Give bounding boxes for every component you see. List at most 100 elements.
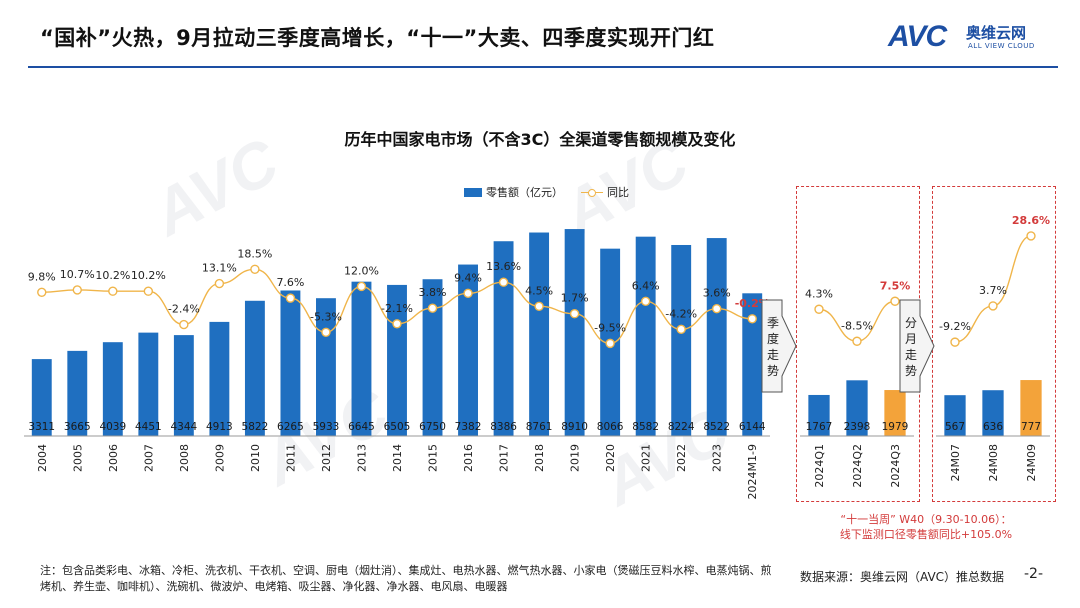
bar-value-label: 8522 bbox=[703, 421, 730, 433]
chart-bar bbox=[742, 293, 763, 436]
bar-value-label: 2398 bbox=[844, 421, 871, 433]
yoy-point bbox=[712, 304, 722, 314]
bar-value-label: 7382 bbox=[455, 421, 482, 433]
chart-bar bbox=[982, 390, 1004, 436]
yoy-point bbox=[72, 285, 82, 295]
yoy-label: 28.6% bbox=[1012, 214, 1050, 227]
legend-line-swatch bbox=[581, 188, 603, 197]
yoy-label: -0.2% bbox=[735, 297, 770, 310]
category-label: 24M08 bbox=[987, 444, 1000, 482]
chart-bar bbox=[458, 264, 478, 436]
holiday-note-line2: 线下监测口径零售额同比+105.0% bbox=[839, 528, 1013, 541]
bar-value-label: 567 bbox=[945, 421, 965, 433]
yoy-label: 10.2% bbox=[131, 269, 166, 282]
quarter-chart: 1767 2024Q1 2398 2024Q2 1979 2024Q3 4.3% -8.5% 7… bbox=[800, 279, 914, 488]
category-label: 2024Q3 bbox=[889, 444, 902, 488]
legend-bar-label: 零售额（亿元） bbox=[486, 186, 563, 199]
month-trend-arrow-shape bbox=[899, 299, 935, 393]
yoy-label: -9.2% bbox=[939, 320, 971, 333]
category-label: 2011 bbox=[284, 444, 297, 472]
yoy-point bbox=[356, 281, 367, 292]
chart-bar bbox=[102, 342, 123, 436]
month-trend-arrow-text: 势 bbox=[905, 364, 917, 378]
category-label: 2014 bbox=[391, 444, 404, 472]
yoy-point bbox=[463, 288, 473, 299]
yoy-label: 6.4% bbox=[632, 279, 660, 292]
bar-value-label: 3311 bbox=[28, 421, 55, 433]
chart-bar bbox=[706, 238, 727, 436]
category-label: 2008 bbox=[178, 444, 191, 472]
category-label: 2007 bbox=[142, 444, 155, 472]
chart-bar bbox=[846, 380, 868, 436]
category-label: 2015 bbox=[427, 444, 440, 472]
month-trend-arrow-text: 走 bbox=[905, 348, 917, 362]
quarter-trend-arrow-shape bbox=[761, 299, 797, 393]
bar-value-label: 8386 bbox=[490, 421, 517, 433]
quarter-trend-arrow-text: 走 bbox=[767, 348, 779, 362]
quarter-trend-arrow-text: 度 bbox=[767, 331, 779, 346]
yoy-point bbox=[1026, 231, 1036, 241]
yoy-point bbox=[890, 296, 900, 306]
chart-bar bbox=[635, 236, 656, 436]
month-chart: 567 24M07 636 24M08 777 24M09 -9.2% 3.7% 28.6% bbox=[936, 214, 1050, 482]
yoy-label: -2.4% bbox=[168, 303, 200, 316]
yoy-label: 9.4% bbox=[454, 271, 482, 284]
bar-value-label: 6645 bbox=[348, 421, 375, 433]
yoy-point bbox=[498, 277, 509, 287]
yoy-line bbox=[41, 268, 753, 345]
yoy-label: 13.6% bbox=[486, 260, 521, 273]
yoy-label: 3.7% bbox=[979, 284, 1007, 297]
chart-bar bbox=[808, 394, 830, 436]
yoy-point bbox=[747, 314, 757, 324]
bar-value-label: 8761 bbox=[526, 421, 553, 433]
bar-value-label: 6750 bbox=[419, 421, 446, 433]
logo-cn-text: 奥维云网 bbox=[966, 24, 1027, 42]
legend-line-label: 同比 bbox=[607, 186, 629, 199]
bar-value-label: 4913 bbox=[206, 421, 233, 433]
category-label: 24M09 bbox=[1025, 444, 1038, 482]
bar-value-label: 3665 bbox=[64, 421, 91, 433]
category-label: 2018 bbox=[533, 444, 546, 472]
yoy-label: 13.1% bbox=[202, 262, 237, 275]
yoy-point bbox=[852, 336, 862, 346]
bar-value-label: 4451 bbox=[135, 421, 162, 433]
yoy-point bbox=[108, 286, 118, 296]
category-label: 2022 bbox=[675, 444, 688, 472]
yoy-point bbox=[321, 327, 331, 337]
yoy-label: 7.5% bbox=[880, 279, 911, 292]
chart-bar bbox=[67, 350, 88, 436]
chart-bar bbox=[422, 279, 443, 436]
chart-bar bbox=[564, 229, 585, 436]
bar-value-label: 8582 bbox=[632, 421, 659, 433]
yoy-point bbox=[285, 293, 296, 303]
category-label: 2005 bbox=[71, 444, 84, 472]
page-headline: “国补”火热，9月拉动三季度高增长，“十一”大卖、四季度实现开门红 bbox=[40, 26, 715, 50]
category-label: 2009 bbox=[213, 444, 226, 472]
yoy-point bbox=[988, 301, 998, 311]
category-label: 24M07 bbox=[949, 444, 962, 482]
yoy-point bbox=[814, 304, 824, 314]
chart-bar bbox=[493, 241, 514, 436]
header-divider bbox=[28, 66, 1058, 68]
bar-value-label: 1979 bbox=[882, 421, 909, 433]
bar-value-label: 5933 bbox=[313, 421, 340, 433]
bar-value-label: 8066 bbox=[597, 421, 624, 433]
bar-value-label: 4344 bbox=[170, 421, 197, 433]
yoy-point bbox=[676, 324, 686, 335]
bar-value-label: 8910 bbox=[561, 421, 588, 433]
bar-value-label: 4039 bbox=[99, 421, 126, 433]
chart-bar bbox=[671, 244, 692, 436]
chart-legend: 零售额（亿元） 同比 bbox=[464, 184, 629, 200]
yoy-point bbox=[640, 296, 651, 306]
chart-bar bbox=[138, 332, 159, 436]
yoy-point bbox=[427, 303, 438, 313]
quarter-trend-arrow-text: 季 bbox=[767, 316, 779, 330]
yoy-label: -2.1% bbox=[381, 302, 413, 315]
yoy-point bbox=[950, 337, 960, 347]
bar-value-label: 1767 bbox=[806, 421, 833, 433]
chart-bar bbox=[31, 359, 52, 436]
chart-bar bbox=[173, 335, 194, 436]
category-label: 2017 bbox=[498, 444, 511, 472]
category-label: 2023 bbox=[711, 444, 724, 472]
